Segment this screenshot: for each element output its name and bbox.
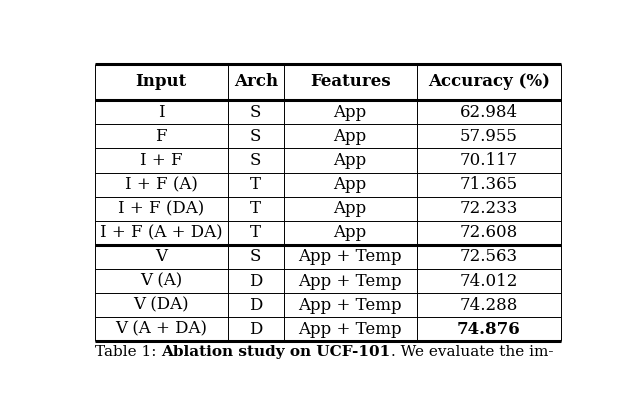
Text: App: App — [333, 128, 367, 145]
Text: 71.365: 71.365 — [460, 176, 518, 193]
Text: F: F — [156, 128, 167, 145]
Text: 72.608: 72.608 — [460, 224, 518, 241]
Text: App: App — [333, 224, 367, 241]
Text: App + Temp: App + Temp — [298, 272, 402, 290]
Text: App: App — [333, 176, 367, 193]
Text: V (A): V (A) — [140, 272, 182, 290]
Text: I + F (DA): I + F (DA) — [118, 200, 204, 217]
Text: 70.117: 70.117 — [460, 152, 518, 169]
Text: T: T — [250, 200, 261, 217]
Text: 62.984: 62.984 — [460, 104, 518, 121]
Text: App + Temp: App + Temp — [298, 297, 402, 314]
Text: V (DA): V (DA) — [134, 297, 189, 314]
Text: S: S — [250, 128, 261, 145]
Text: App + Temp: App + Temp — [298, 248, 402, 265]
Text: Features: Features — [310, 73, 390, 91]
Text: . We evaluate the im-: . We evaluate the im- — [390, 345, 553, 359]
Text: I + F: I + F — [140, 152, 182, 169]
Text: Arch: Arch — [234, 73, 278, 91]
Text: App + Temp: App + Temp — [298, 321, 402, 338]
Text: Table 1:: Table 1: — [95, 345, 161, 359]
Text: S: S — [250, 248, 261, 265]
Text: App: App — [333, 104, 367, 121]
Text: S: S — [250, 104, 261, 121]
Text: 72.233: 72.233 — [460, 200, 518, 217]
Text: I + F (A + DA): I + F (A + DA) — [100, 224, 223, 241]
Text: 72.563: 72.563 — [460, 248, 518, 265]
Text: D: D — [249, 321, 262, 338]
Text: S: S — [250, 152, 261, 169]
Text: 74.288: 74.288 — [460, 297, 518, 314]
Text: Accuracy (%): Accuracy (%) — [428, 73, 550, 91]
Text: I + F (A): I + F (A) — [125, 176, 198, 193]
Text: App: App — [333, 200, 367, 217]
Text: V (A + DA): V (A + DA) — [115, 321, 207, 338]
Text: D: D — [249, 297, 262, 314]
Text: T: T — [250, 176, 261, 193]
Text: V: V — [156, 248, 167, 265]
Text: Ablation study on UCF-101: Ablation study on UCF-101 — [161, 345, 390, 359]
Text: T: T — [250, 224, 261, 241]
Text: D: D — [249, 272, 262, 290]
Text: I: I — [158, 104, 164, 121]
Text: 74.012: 74.012 — [460, 272, 518, 290]
Text: 57.955: 57.955 — [460, 128, 518, 145]
Text: App: App — [333, 152, 367, 169]
Text: 74.876: 74.876 — [457, 321, 521, 338]
Text: Input: Input — [136, 73, 187, 91]
